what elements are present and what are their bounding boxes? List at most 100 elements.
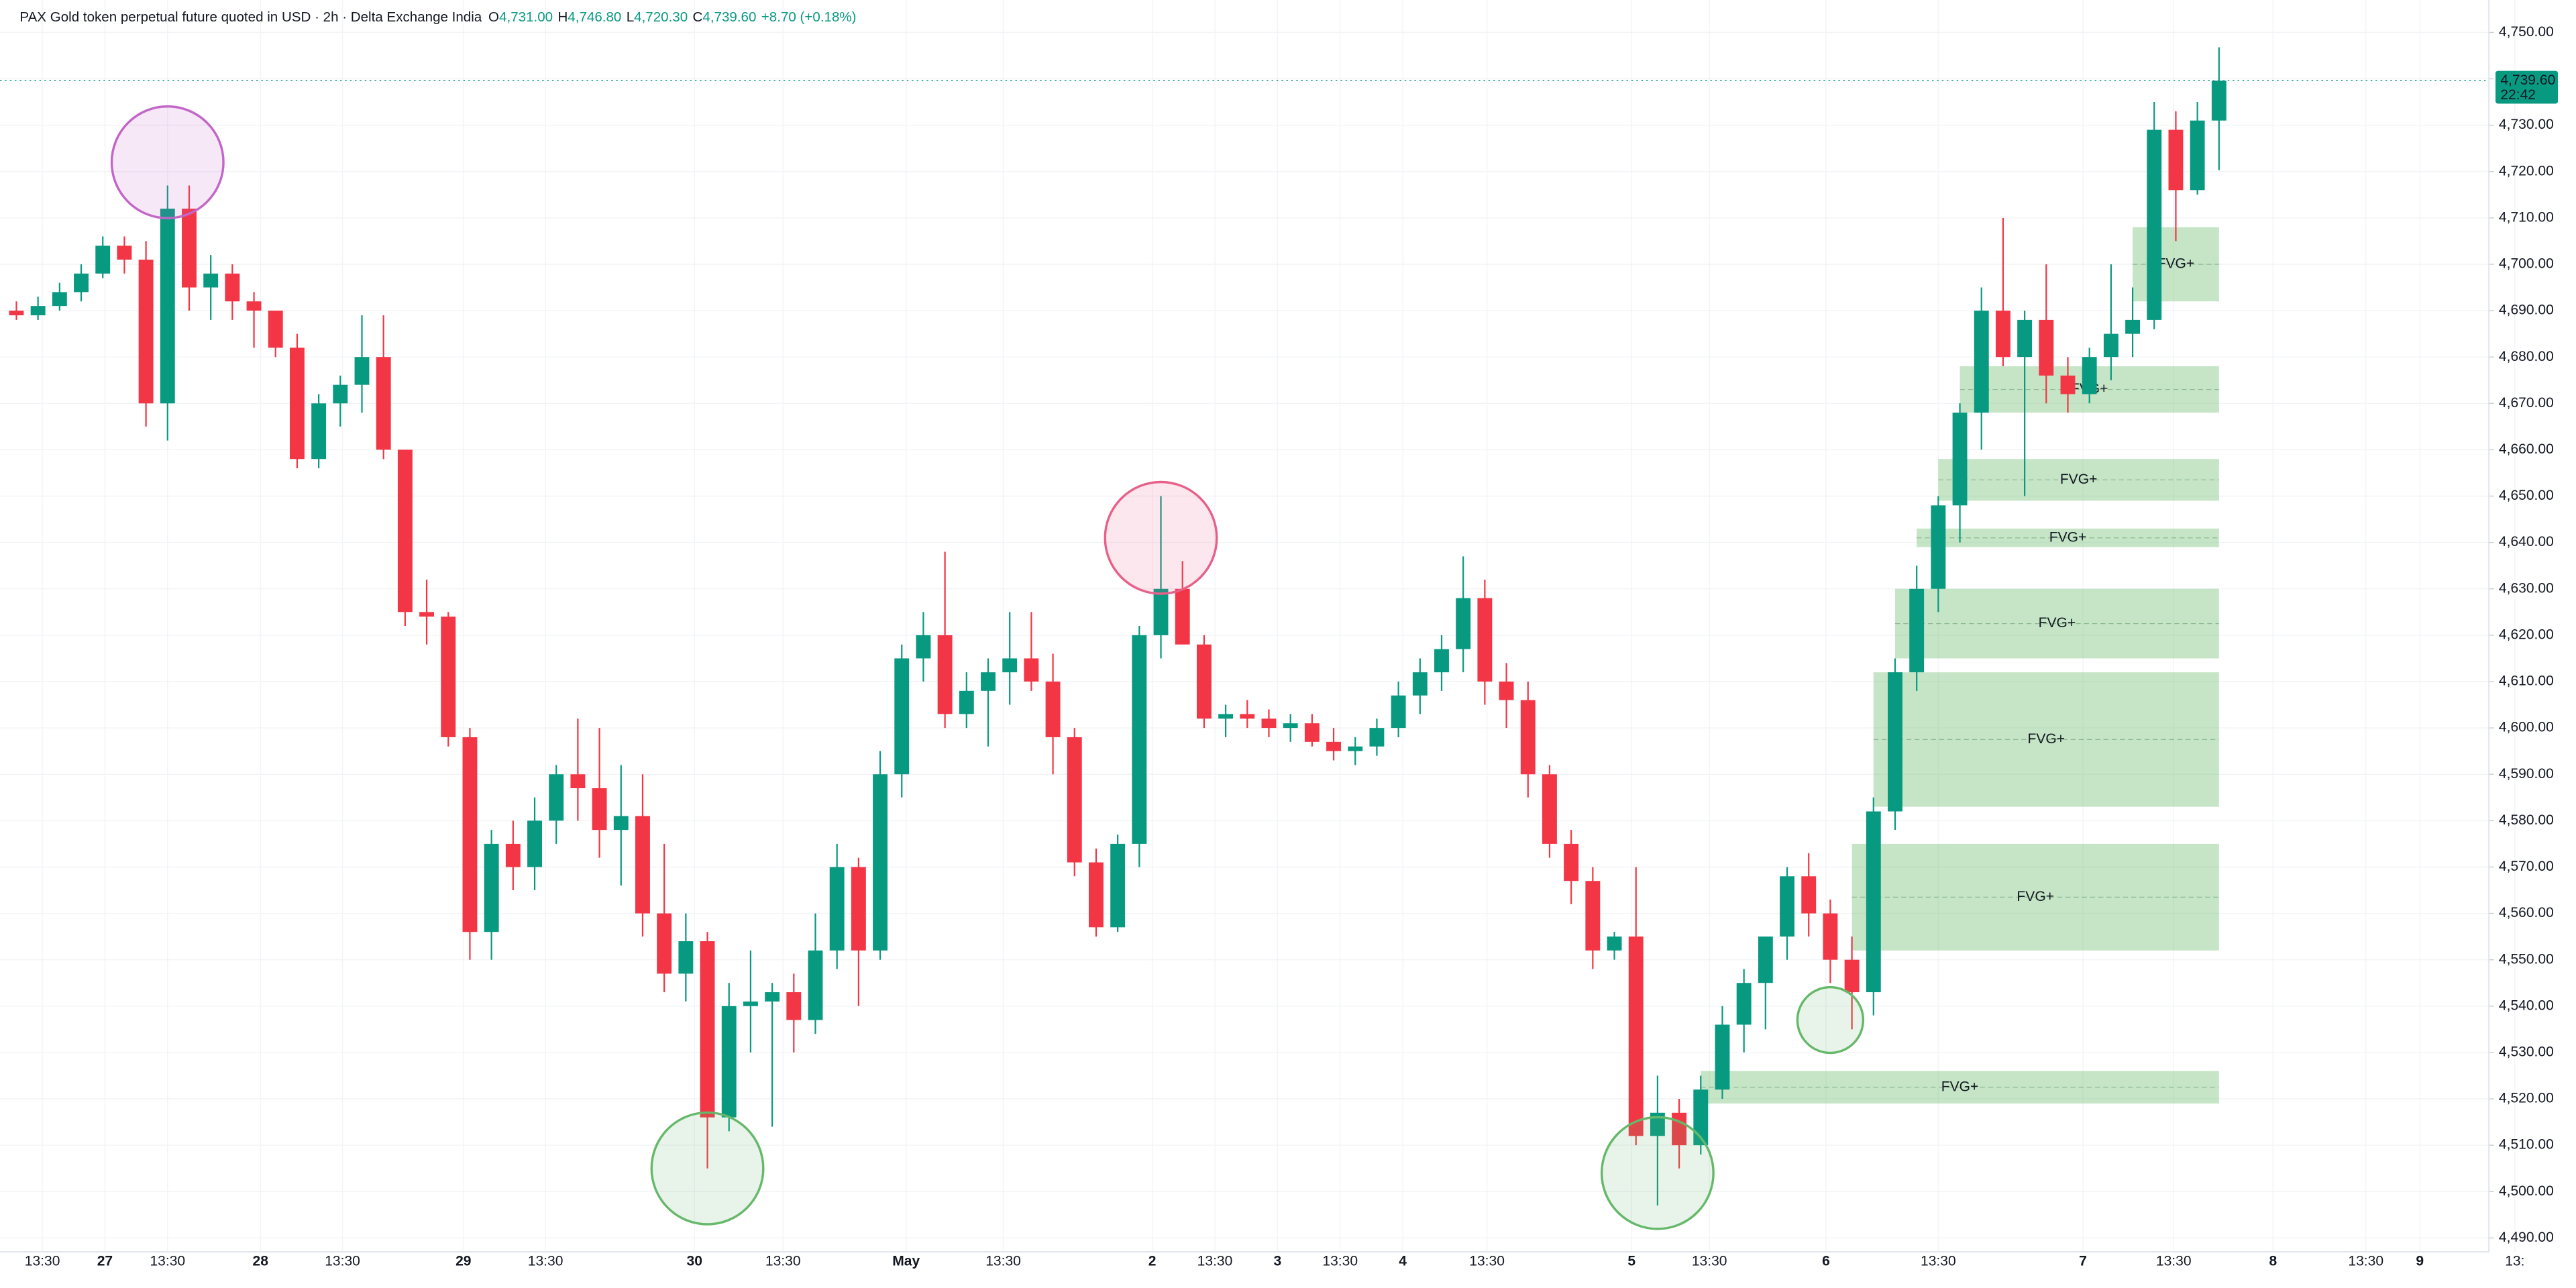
- fvg-label: FVG+: [2060, 472, 2098, 487]
- candle-body: [959, 690, 974, 714]
- x-tick-label: 13:30: [1469, 1253, 1505, 1269]
- candle-body: [74, 273, 89, 292]
- y-tick-label: 4,640.00: [2499, 534, 2554, 549]
- candle-body: [2017, 319, 2033, 358]
- fvg-zone: [1938, 459, 2219, 501]
- x-tick-label: 5: [1627, 1253, 1635, 1269]
- x-tick-label: 13:30: [2156, 1253, 2192, 1269]
- x-tick-label: 13:30: [1921, 1253, 1956, 1269]
- candle-body: [2211, 80, 2226, 121]
- candle-body: [441, 616, 456, 737]
- x-tick-label: 6: [1822, 1253, 1830, 1269]
- candle-body: [484, 843, 499, 932]
- candle-body: [1585, 881, 1601, 951]
- candle-body: [1456, 598, 1471, 649]
- fvg-label: FVG+: [2157, 256, 2195, 272]
- candle-body: [549, 774, 564, 821]
- candle-body: [1348, 746, 1363, 751]
- fvg-zone: [1894, 588, 2219, 659]
- candle-body: [9, 311, 24, 315]
- x-tick-label: 9: [2416, 1253, 2424, 1269]
- x-tick-label: 13:30: [985, 1253, 1021, 1269]
- candle-body: [1391, 695, 1406, 729]
- candle-body: [743, 1001, 758, 1006]
- candle-body: [1304, 723, 1320, 742]
- y-tick-label: 4,560.00: [2499, 905, 2554, 920]
- y-tick-label: 4,580.00: [2499, 812, 2554, 828]
- y-tick-label: 4,660.00: [2499, 441, 2554, 457]
- candle-body: [2147, 129, 2162, 320]
- countdown-label: 22:42: [2500, 87, 2536, 103]
- candle-body: [419, 612, 435, 617]
- candle-body: [333, 384, 348, 404]
- x-tick-label: 30: [687, 1253, 702, 1269]
- candle-body: [117, 246, 132, 260]
- y-tick-label: 4,670.00: [2499, 395, 2554, 411]
- change-value: +8.70 (+0.18%): [761, 9, 857, 25]
- highlight-circle: [110, 105, 225, 219]
- y-tick-label: 4,700.00: [2499, 256, 2554, 272]
- symbol-title: PAX Gold token perpetual future quoted i…: [19, 9, 482, 25]
- y-tick-label: 4,500.00: [2499, 1183, 2554, 1199]
- y-tick-label: 4,680.00: [2499, 349, 2554, 364]
- x-tick-label: 13:30: [1197, 1253, 1233, 1269]
- last-price-box: [2496, 70, 2559, 104]
- candle-body: [1283, 723, 1298, 729]
- candle-body: [462, 737, 478, 932]
- candle-body: [1326, 741, 1341, 751]
- candle-body: [937, 635, 953, 714]
- candle-body: [721, 1006, 737, 1118]
- candle-body: [1002, 658, 1018, 673]
- candle-body: [657, 913, 672, 974]
- candle-body: [527, 820, 542, 867]
- candle-body: [635, 816, 650, 914]
- y-tick-label: 4,710.00: [2499, 209, 2554, 225]
- y-tick-label: 4,690.00: [2499, 303, 2554, 318]
- candle-body: [1974, 311, 1989, 413]
- open-label: O: [488, 9, 499, 25]
- candle-body: [376, 357, 391, 450]
- x-tick-label: 13:30: [1322, 1253, 1358, 1269]
- candle-body: [1499, 682, 1514, 700]
- candle-body: [246, 301, 262, 311]
- candle-body: [678, 941, 694, 974]
- candle-body: [916, 635, 931, 659]
- candle-body: [1175, 588, 1190, 645]
- y-tick-label: 4,490.00: [2499, 1230, 2554, 1245]
- candle-body: [182, 209, 197, 288]
- candle-body: [95, 246, 111, 274]
- candle-body: [613, 816, 629, 830]
- candle-body: [873, 774, 888, 951]
- header: PAX Gold token perpetual future quoted i…: [19, 9, 856, 25]
- candle-body: [1024, 658, 1039, 682]
- x-tick-label: 13:30: [25, 1253, 60, 1269]
- y-tick-label: 4,600.00: [2499, 720, 2554, 735]
- candle-body: [160, 209, 175, 404]
- candle-body: [851, 867, 866, 951]
- candle-body: [1650, 1112, 1665, 1136]
- x-tick-label: 29: [455, 1253, 471, 1269]
- candle-body: [786, 992, 802, 1020]
- y-tick-label: 4,510.00: [2499, 1137, 2554, 1152]
- x-tick-label: 2: [1148, 1253, 1157, 1269]
- candle-body: [1844, 959, 1860, 993]
- y-tick-label: 4,570.00: [2499, 859, 2554, 874]
- highlight-circle: [1796, 985, 1865, 1055]
- candle-body: [1196, 644, 1212, 719]
- y-tick-label: 4,550.00: [2499, 951, 2554, 967]
- candle-body: [203, 273, 219, 288]
- y-tick-label: 4,540.00: [2499, 998, 2554, 1013]
- y-tick-label: 4,720.00: [2499, 163, 2554, 178]
- candle-body: [894, 658, 910, 775]
- candle-body: [2060, 375, 2076, 394]
- candle-body: [1758, 936, 1773, 983]
- x-tick-label: 8: [2269, 1253, 2277, 1269]
- candle-body: [1801, 876, 1817, 914]
- candle-body: [2168, 129, 2184, 191]
- x-tick-label: 13:30: [325, 1253, 360, 1269]
- low-label: L: [627, 9, 634, 25]
- candle-body: [1542, 774, 1557, 844]
- y-tick-label: 4,610.00: [2499, 674, 2554, 689]
- close-value: 4,739.60: [702, 9, 756, 25]
